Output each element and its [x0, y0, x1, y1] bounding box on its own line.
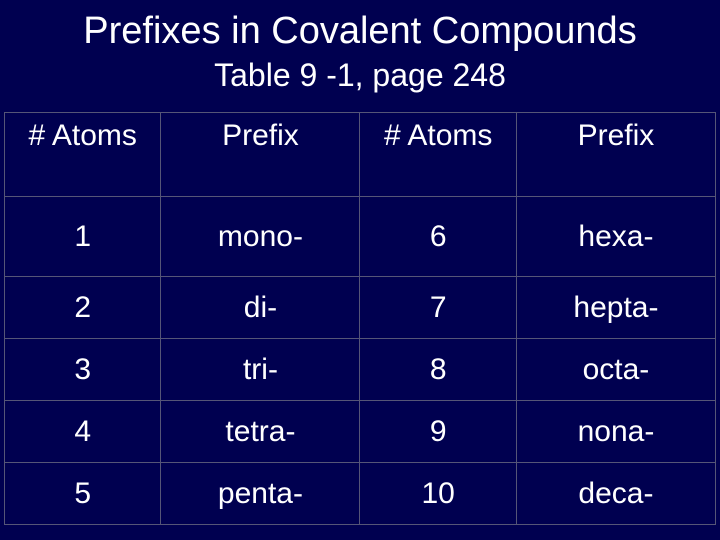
slide: Prefixes in Covalent Compounds Table 9 -… [0, 0, 720, 540]
cell-atoms: 3 [5, 339, 161, 401]
cell-prefix: deca- [516, 463, 715, 525]
cell-prefix: octa- [516, 339, 715, 401]
header-atoms-1: # Atoms [5, 113, 161, 197]
cell-atoms: 7 [360, 277, 516, 339]
header-prefix-1: Prefix [161, 113, 360, 197]
table-row: 5 penta- 10 deca- [5, 463, 716, 525]
header-prefix-2: Prefix [516, 113, 715, 197]
cell-atoms: 2 [5, 277, 161, 339]
cell-prefix: tri- [161, 339, 360, 401]
cell-prefix: nona- [516, 401, 715, 463]
cell-prefix: hepta- [516, 277, 715, 339]
table-row: 2 di- 7 hepta- [5, 277, 716, 339]
cell-atoms: 5 [5, 463, 161, 525]
cell-prefix: tetra- [161, 401, 360, 463]
table-row: 1 mono- 6 hexa- [5, 197, 716, 277]
prefix-table: # Atoms Prefix # Atoms Prefix 1 mono- 6 … [4, 112, 716, 525]
table-row: 3 tri- 8 octa- [5, 339, 716, 401]
cell-atoms: 4 [5, 401, 161, 463]
header-atoms-2: # Atoms [360, 113, 516, 197]
cell-prefix: penta- [161, 463, 360, 525]
cell-prefix: hexa- [516, 197, 715, 277]
table-header-row: # Atoms Prefix # Atoms Prefix [5, 113, 716, 197]
cell-atoms: 6 [360, 197, 516, 277]
slide-title: Prefixes in Covalent Compounds [0, 10, 720, 53]
cell-prefix: di- [161, 277, 360, 339]
cell-atoms: 8 [360, 339, 516, 401]
cell-atoms: 10 [360, 463, 516, 525]
table-row: 4 tetra- 9 nona- [5, 401, 716, 463]
cell-atoms: 1 [5, 197, 161, 277]
slide-subtitle: Table 9 -1, page 248 [0, 57, 720, 94]
cell-prefix: mono- [161, 197, 360, 277]
cell-atoms: 9 [360, 401, 516, 463]
